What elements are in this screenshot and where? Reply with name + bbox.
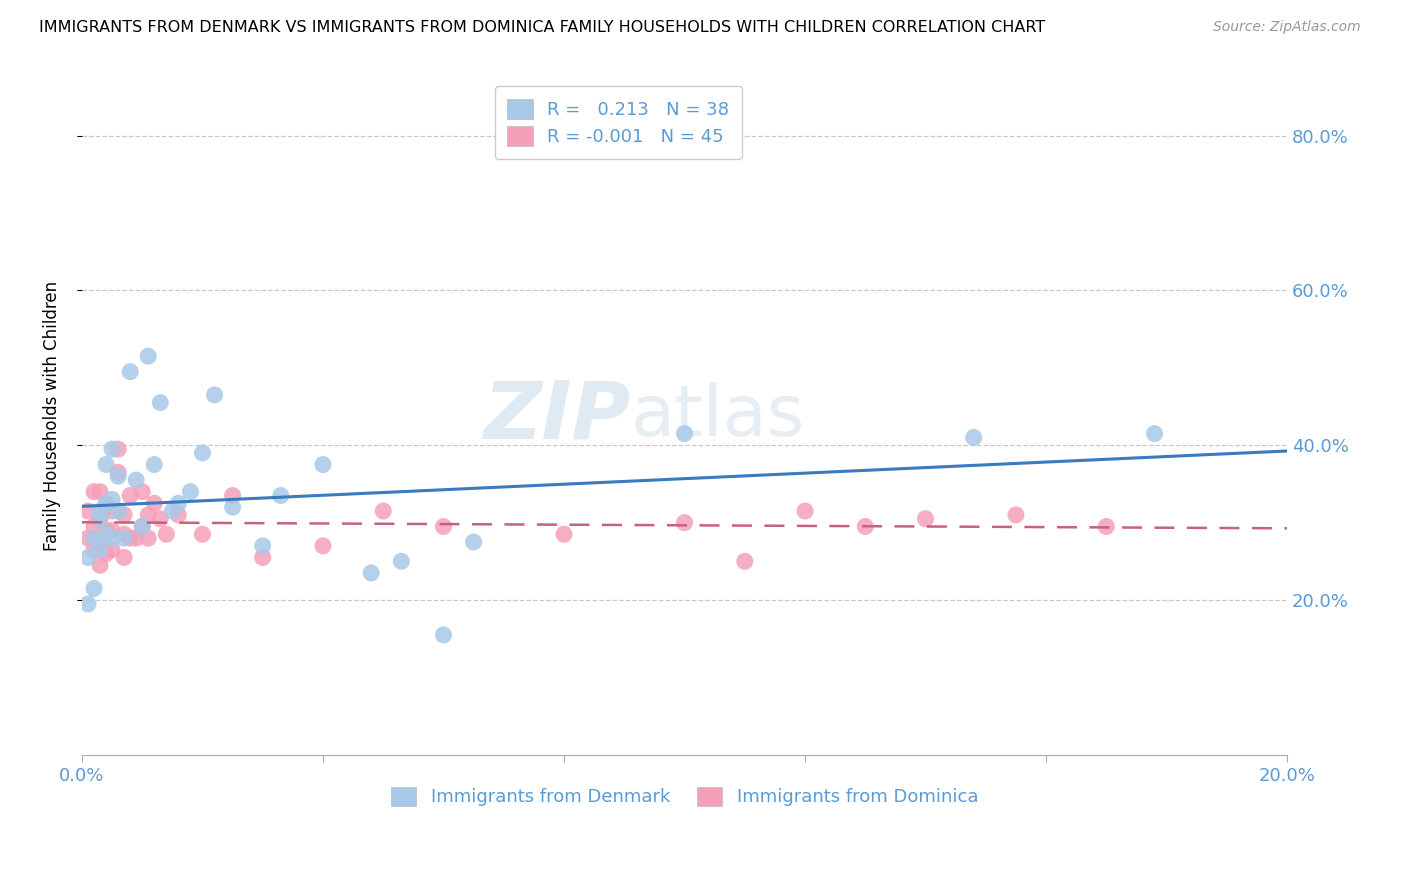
Legend: Immigrants from Denmark, Immigrants from Dominica: Immigrants from Denmark, Immigrants from… — [384, 780, 986, 814]
Point — [221, 489, 243, 503]
Point — [77, 504, 100, 518]
Point — [673, 426, 696, 441]
Point — [914, 512, 936, 526]
Point — [312, 458, 335, 472]
Point — [89, 535, 111, 549]
Point — [94, 547, 117, 561]
Point — [432, 628, 454, 642]
Point — [125, 531, 148, 545]
Text: ZIP: ZIP — [482, 377, 630, 455]
Point — [794, 504, 817, 518]
Point — [136, 508, 159, 522]
Point — [89, 558, 111, 573]
Point — [191, 527, 214, 541]
Point — [252, 539, 274, 553]
Point — [270, 489, 292, 503]
Point — [167, 496, 190, 510]
Point — [77, 550, 100, 565]
Point — [83, 582, 105, 596]
Point — [112, 508, 135, 522]
Point — [101, 531, 124, 545]
Point — [120, 531, 142, 545]
Point — [155, 527, 177, 541]
Point — [373, 504, 395, 518]
Point — [77, 597, 100, 611]
Point — [94, 524, 117, 538]
Point — [149, 395, 172, 409]
Point — [463, 535, 485, 549]
Point — [112, 550, 135, 565]
Point — [83, 484, 105, 499]
Point — [94, 496, 117, 510]
Text: atlas: atlas — [630, 382, 804, 450]
Point — [1143, 426, 1166, 441]
Point — [107, 504, 129, 518]
Point — [131, 519, 153, 533]
Point — [1095, 519, 1118, 533]
Point — [94, 527, 117, 541]
Point — [89, 484, 111, 499]
Point — [673, 516, 696, 530]
Point — [360, 566, 382, 580]
Point — [389, 554, 412, 568]
Point — [162, 504, 184, 518]
Point — [107, 442, 129, 456]
Point — [734, 554, 756, 568]
Point — [94, 458, 117, 472]
Point — [252, 550, 274, 565]
Point — [167, 508, 190, 522]
Point — [136, 531, 159, 545]
Point — [136, 349, 159, 363]
Point — [131, 484, 153, 499]
Point — [83, 542, 105, 557]
Point — [143, 496, 166, 510]
Point — [221, 500, 243, 515]
Text: Source: ZipAtlas.com: Source: ZipAtlas.com — [1213, 20, 1361, 34]
Point — [131, 519, 153, 533]
Point — [101, 524, 124, 538]
Point — [112, 531, 135, 545]
Point — [89, 512, 111, 526]
Point — [101, 542, 124, 557]
Point — [94, 500, 117, 515]
Point — [101, 504, 124, 518]
Point — [89, 512, 111, 526]
Point — [963, 430, 986, 444]
Point — [112, 527, 135, 541]
Point — [179, 484, 201, 499]
Point — [312, 539, 335, 553]
Point — [1005, 508, 1028, 522]
Point — [107, 469, 129, 483]
Point — [149, 512, 172, 526]
Point — [120, 489, 142, 503]
Point — [83, 519, 105, 533]
Y-axis label: Family Households with Children: Family Households with Children — [44, 281, 60, 551]
Text: IMMIGRANTS FROM DENMARK VS IMMIGRANTS FROM DOMINICA FAMILY HOUSEHOLDS WITH CHILD: IMMIGRANTS FROM DENMARK VS IMMIGRANTS FR… — [39, 20, 1046, 35]
Point — [125, 473, 148, 487]
Point — [101, 492, 124, 507]
Point — [143, 458, 166, 472]
Point — [83, 531, 105, 545]
Point — [89, 504, 111, 518]
Point — [107, 465, 129, 479]
Point — [432, 519, 454, 533]
Point — [553, 527, 575, 541]
Point — [120, 365, 142, 379]
Point — [191, 446, 214, 460]
Point — [853, 519, 876, 533]
Point — [101, 442, 124, 456]
Point — [204, 388, 226, 402]
Point — [77, 531, 100, 545]
Point — [89, 542, 111, 557]
